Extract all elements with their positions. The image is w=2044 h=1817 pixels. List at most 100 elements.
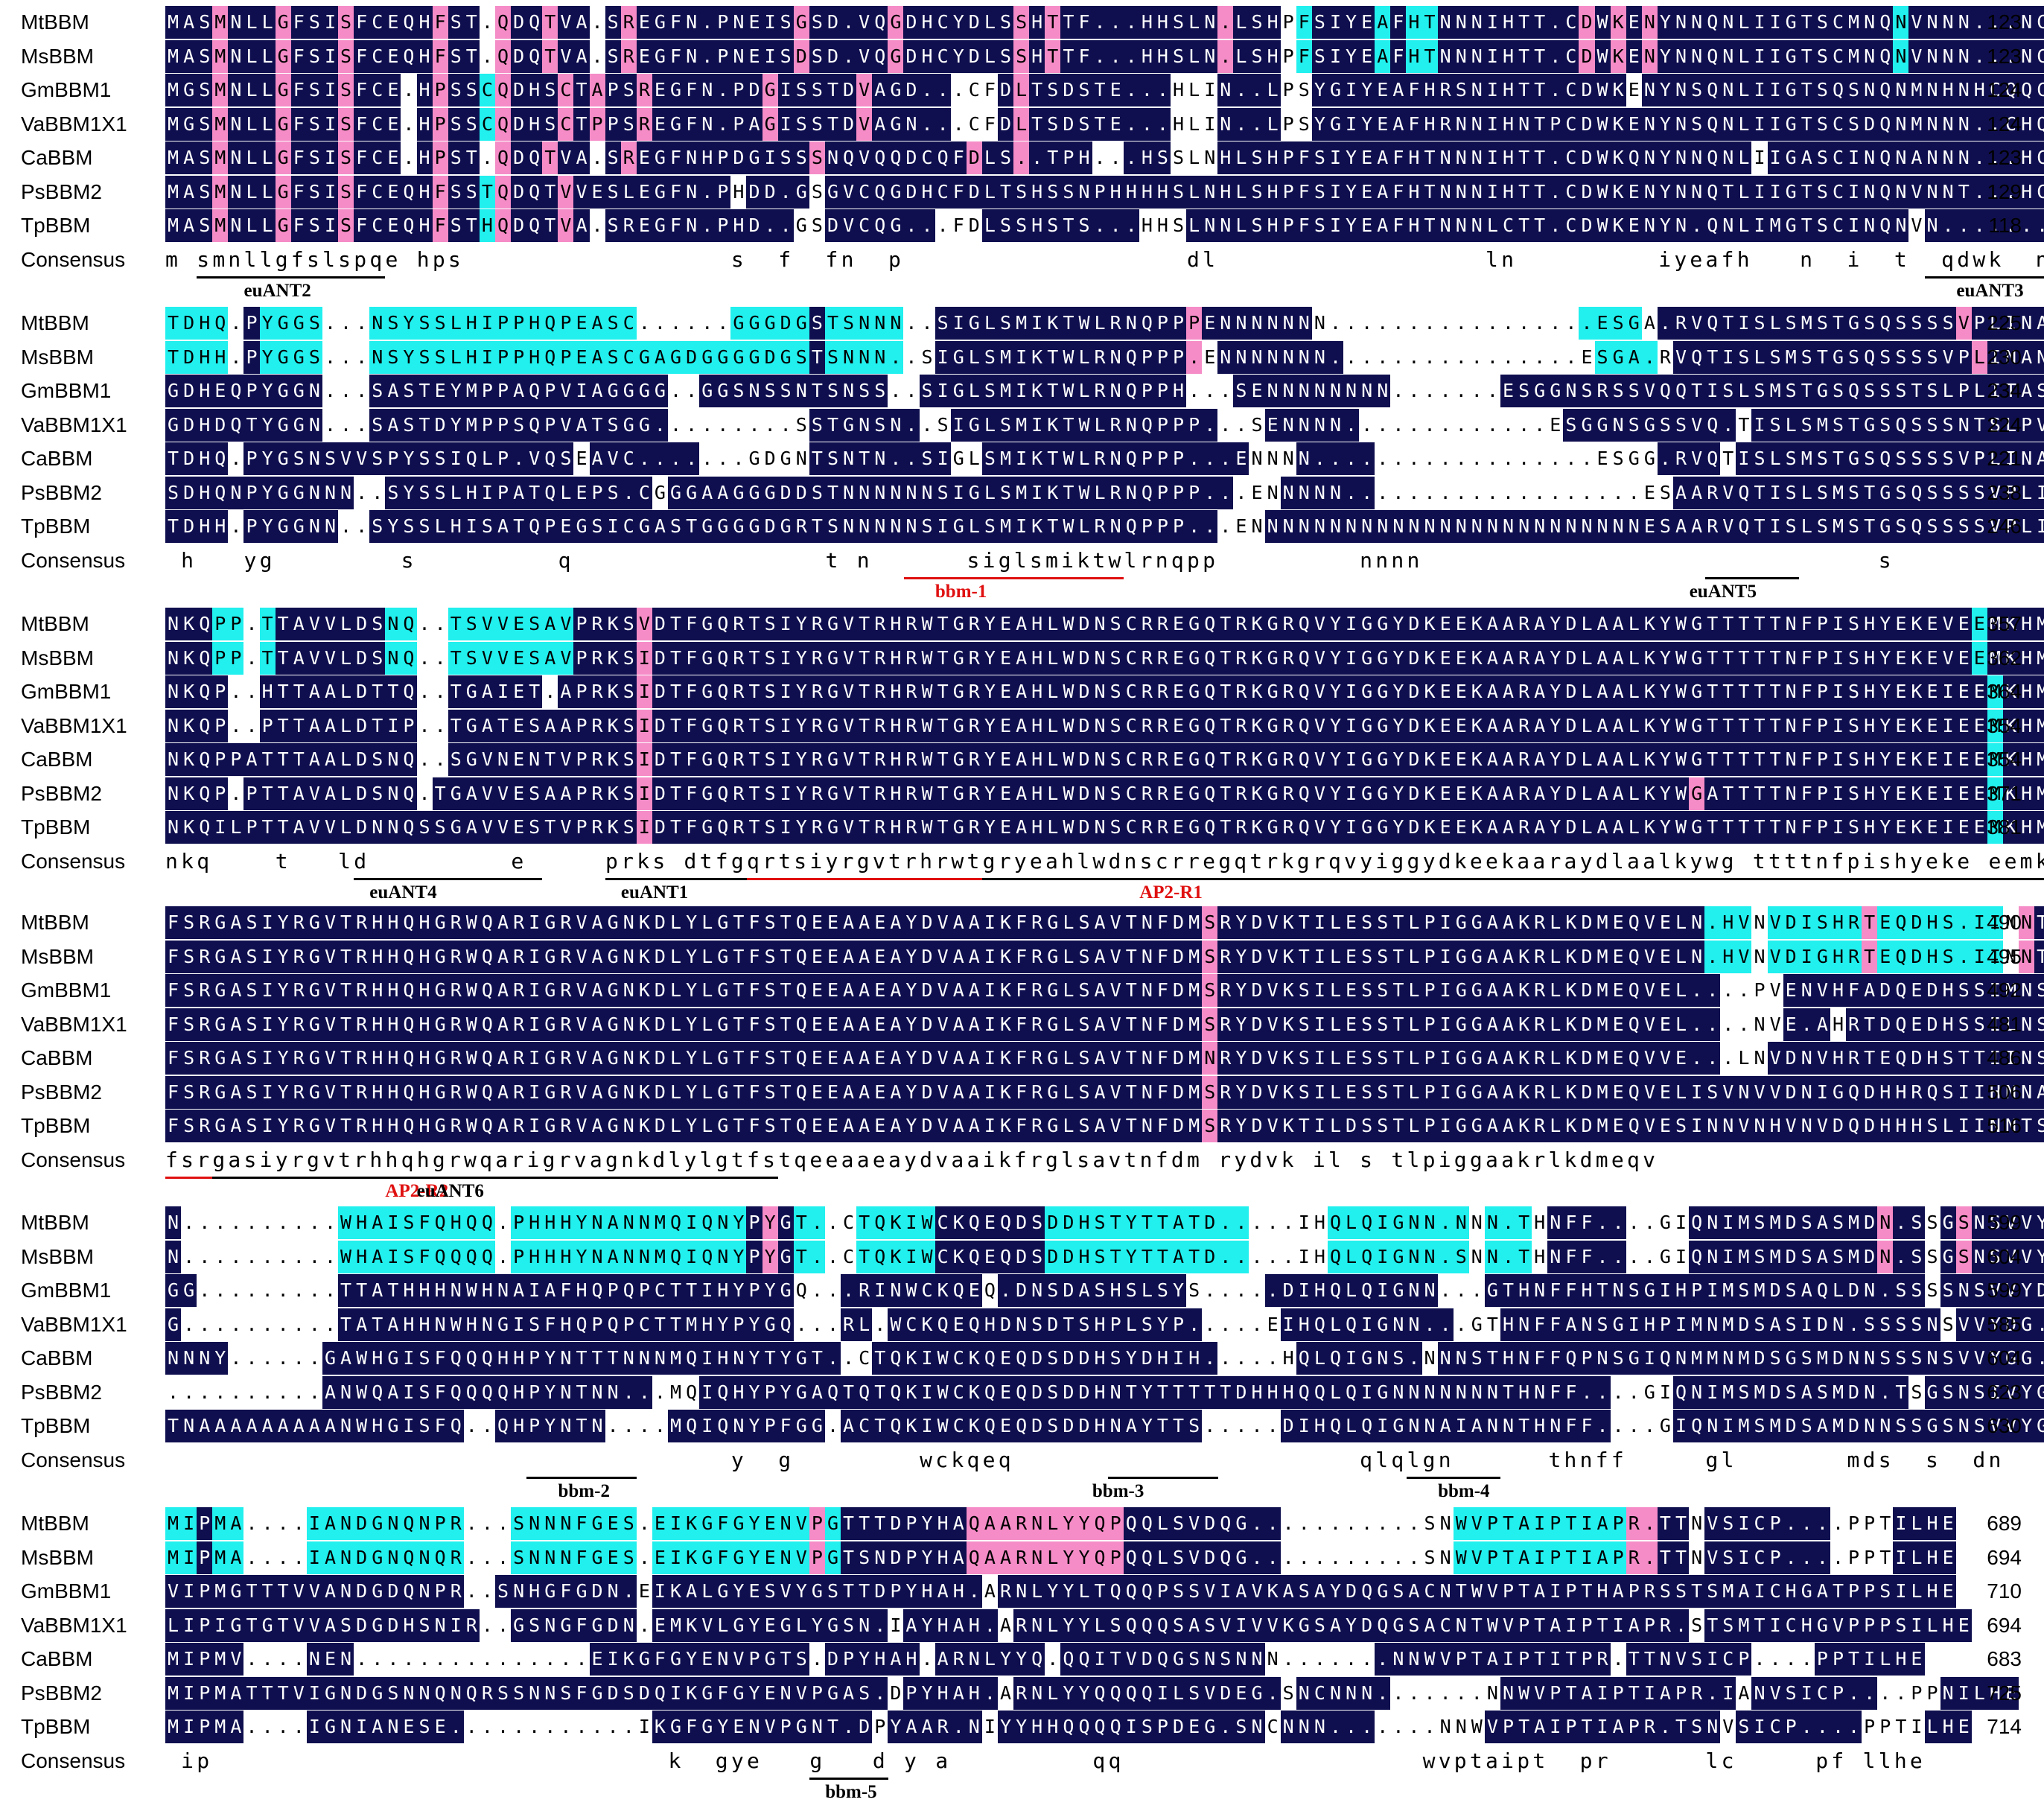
residue: D [1579,107,1595,141]
residue: G [1375,641,1391,675]
residue: N [165,743,182,776]
residue: I [1327,175,1344,209]
residue: I [1437,974,1454,1007]
residue: L [1673,906,1690,939]
residue: . [1264,1274,1281,1307]
residue: N [1893,107,1909,141]
residue: V [1769,979,1781,1001]
residue: . [1233,74,1249,106]
residue: S [1736,1274,1752,1307]
residue: Y [1657,39,1673,73]
residue: W [354,1410,370,1442]
residue: G [1390,1240,1407,1273]
residue: T [2019,1110,2035,1142]
residue: F [684,608,700,640]
residue: K [935,1274,951,1307]
residue: A [385,1375,401,1409]
residue: P [903,1507,920,1540]
residue: . [1594,1240,1611,1273]
residue: V [793,1541,809,1574]
residue: G [165,1308,182,1341]
residue: M [212,39,229,73]
residue: A [479,709,495,742]
residue: D [762,340,778,374]
residue: Q [526,209,543,242]
residue: K [1280,1008,1296,1041]
residue: N [620,940,637,973]
residue: N [1217,74,1234,106]
residue: N [730,39,747,73]
residue: V [558,408,574,442]
residue: C [968,112,980,135]
residue: D [652,1042,668,1075]
residue: P [212,641,229,675]
residue: L [448,307,464,340]
residue: Q [1908,476,1925,509]
residue: E [1893,675,1909,708]
residue: L [1139,1274,1155,1307]
residue: Y [1327,675,1344,708]
residue: T [1045,375,1061,407]
residue: M [1830,1375,1847,1409]
residue: T [1798,74,1815,106]
residue: E [950,1308,967,1341]
residue: R [290,906,307,939]
residue: H [479,209,495,242]
residue: H [369,1110,386,1142]
residue: . [1971,209,1987,242]
residue: E [824,1075,841,1109]
residue: E [809,940,825,973]
residue: P [243,476,260,509]
residue-end-number: 364 [1987,680,2022,703]
residue: V [1940,641,1956,675]
residue: Q [1877,442,1894,475]
residue: G [730,476,747,509]
residue: T [1296,940,1312,973]
residue: H [354,1206,370,1239]
residue: R [966,811,982,844]
residue: T [1484,1342,1500,1375]
residue: . [952,112,964,135]
residue: G [1783,1342,1799,1375]
residue-end-number: 124 [1987,78,2022,101]
residue: . [1814,1507,1830,1540]
residue: Q [526,375,543,407]
residue: H [526,74,543,106]
residue: R [1532,906,1548,939]
residue: A [322,675,339,708]
residue: L [1045,709,1061,742]
residue: L [1343,1206,1360,1239]
residue: E [824,1042,841,1075]
alignment-block: MtBBM M A S M N L L G F S I S F C E Q H F S T. Q D Q T V A. S R E G F N.… [0,6,2044,304]
residue: E [1610,1075,1626,1109]
residue: S [1926,1279,1938,1301]
residue: R [558,974,574,1007]
residue: Q [1311,1308,1328,1341]
residue: S [243,1008,260,1041]
residue: T [668,608,684,640]
residue: . [1579,1375,1595,1409]
residue: S [1704,1075,1721,1109]
residue: . [230,681,242,702]
residue: D [997,74,1014,106]
residue: H [197,375,213,407]
residue: . [2002,6,2019,39]
residue: T [1421,209,1438,242]
residue: T [542,175,558,209]
residue: T [1060,1308,1077,1341]
residue: I [1311,1110,1328,1142]
residue: M [1814,408,1830,442]
residue: T [1217,811,1234,844]
residue: . [1534,413,1546,436]
residue: N [1673,107,1690,141]
residue: N [338,476,354,509]
residue: T [1060,476,1077,509]
residue: N [1893,6,1909,39]
sequence-name: TpBBM [21,214,91,237]
residue: S [1893,476,1909,509]
residue: . [733,448,745,469]
residue: V [526,442,543,475]
residue: S [1107,641,1124,675]
